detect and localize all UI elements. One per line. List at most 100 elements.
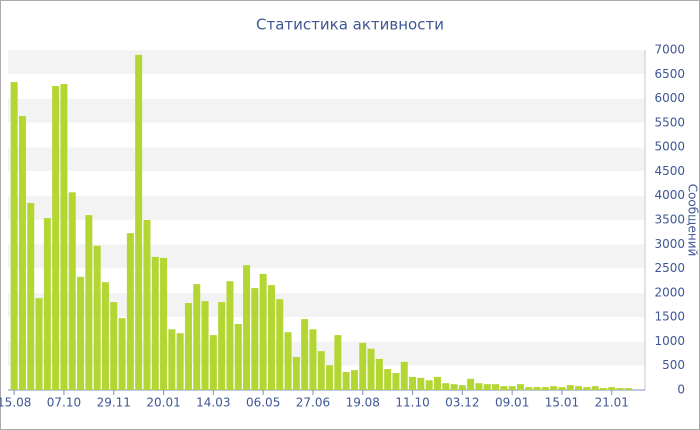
bar — [475, 383, 483, 390]
bar — [591, 386, 599, 390]
bar — [342, 372, 350, 390]
bar — [209, 335, 217, 390]
bar — [458, 385, 466, 390]
bar — [60, 84, 68, 390]
bar — [359, 342, 367, 390]
x-tick-label: 19.08 — [346, 396, 380, 410]
y-tick-label: 1000 — [654, 334, 685, 348]
bar — [118, 318, 126, 390]
bar — [492, 384, 500, 390]
bar — [599, 388, 607, 390]
bar — [608, 387, 616, 390]
y-tick-label: 6000 — [654, 91, 685, 105]
y-tick-label: 7000 — [654, 43, 685, 57]
bar — [583, 387, 591, 390]
bar — [243, 265, 251, 390]
bar — [367, 348, 375, 390]
bar — [450, 384, 458, 390]
x-tick-label: 14.03 — [196, 396, 230, 410]
bar — [27, 203, 35, 390]
bar — [101, 282, 109, 390]
x-tick-label: 07.10 — [47, 396, 81, 410]
bar — [77, 276, 85, 390]
bar — [483, 384, 491, 390]
bar — [292, 356, 300, 390]
bar — [193, 284, 201, 390]
x-tick-label: 11.10 — [395, 396, 429, 410]
y-tick-label: 0 — [677, 383, 685, 397]
bar — [284, 332, 292, 390]
bar — [135, 54, 143, 390]
x-tick-label: 21.01 — [595, 396, 629, 410]
bar — [52, 85, 60, 390]
chart-title: Статистика активности — [256, 16, 444, 34]
x-tick-label: 03.12 — [445, 396, 479, 410]
bar — [350, 370, 358, 390]
grid-band — [8, 195, 645, 220]
bar — [425, 380, 433, 390]
bar — [624, 388, 632, 390]
bar — [93, 245, 101, 390]
grid-band — [8, 50, 645, 75]
x-tick-label: 15.08 — [0, 396, 31, 410]
bar — [467, 378, 475, 390]
y-tick-label: 5500 — [654, 115, 685, 129]
bar — [43, 218, 51, 390]
bar — [500, 386, 508, 390]
bar — [160, 257, 168, 390]
bar — [433, 376, 441, 390]
bar — [409, 376, 417, 390]
bar — [326, 365, 334, 390]
y-tick-label: 4000 — [654, 188, 685, 202]
bar — [276, 299, 284, 390]
bar — [168, 329, 176, 390]
x-tick-label: 20.01 — [146, 396, 180, 410]
bar — [110, 302, 118, 390]
x-tick-label: 29.11 — [97, 396, 131, 410]
bar — [226, 281, 234, 390]
bar — [516, 384, 524, 390]
bar — [558, 387, 566, 390]
bar — [508, 386, 516, 390]
bar — [18, 116, 26, 391]
x-tick-label: 27.06 — [296, 396, 330, 410]
y-tick-label: 3000 — [654, 237, 685, 251]
y-tick-label: 4500 — [654, 164, 685, 178]
grid-band — [8, 147, 645, 172]
bar — [616, 388, 624, 390]
bar — [384, 369, 392, 390]
bar — [126, 233, 134, 390]
y-tick-label: 6500 — [654, 67, 685, 81]
bar — [85, 215, 93, 390]
x-tick-label: 09.01 — [495, 396, 529, 410]
bar — [201, 301, 209, 390]
bar — [184, 303, 192, 390]
bar — [392, 373, 400, 390]
bar — [525, 387, 533, 390]
grid-band — [8, 244, 645, 269]
bar — [533, 387, 541, 390]
bar — [259, 273, 267, 390]
y-tick-label: 3500 — [654, 213, 685, 227]
bar — [218, 302, 226, 390]
x-tick-label: 06.05 — [246, 396, 280, 410]
bar — [301, 319, 309, 390]
grid-band — [8, 98, 645, 123]
bar — [417, 377, 425, 390]
y-axis-label: Сообщений — [686, 184, 700, 257]
y-tick-label: 1500 — [654, 310, 685, 324]
bar — [267, 285, 275, 390]
bar — [541, 387, 549, 390]
y-tick-label: 5000 — [654, 140, 685, 154]
bar — [10, 82, 18, 391]
bar — [35, 298, 43, 390]
y-tick-label: 500 — [662, 358, 685, 372]
bar — [234, 323, 242, 390]
bar — [151, 256, 159, 390]
y-tick-label: 2000 — [654, 285, 685, 299]
bar — [442, 383, 450, 390]
bar — [143, 220, 151, 390]
bar — [375, 358, 383, 390]
bar — [251, 288, 259, 390]
